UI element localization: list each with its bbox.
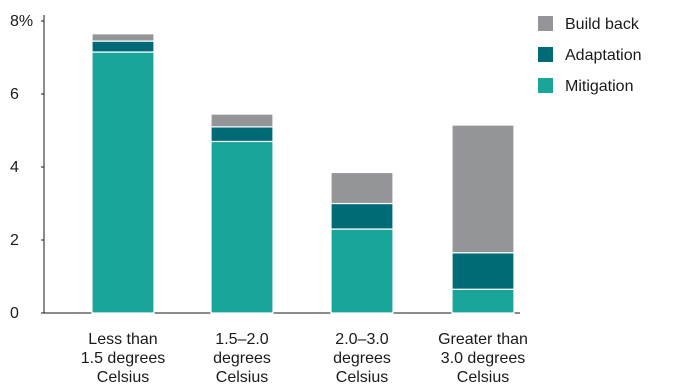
bar-segment <box>210 140 274 314</box>
bar-segment <box>330 202 394 230</box>
x-tick-label: degrees <box>333 350 391 367</box>
y-tick-label: 0 <box>10 305 19 322</box>
legend-label: Build back <box>565 16 640 33</box>
x-tick-label: 1.5–2.0 <box>215 331 268 348</box>
legend-label: Adaptation <box>565 47 642 64</box>
x-tick-label: Celsius <box>457 369 509 386</box>
x-tick-label: Celsius <box>216 369 268 386</box>
bars <box>91 33 515 314</box>
y-tick-label: 8% <box>10 13 33 30</box>
x-axis-labels: Less than 1.5 degrees Celsius 1.5–2.0 degree… <box>81 331 528 386</box>
x-tick-label: 1.5 degrees <box>81 350 166 367</box>
bar-segment <box>451 288 515 314</box>
bar-segment <box>91 40 155 53</box>
y-tick-label: 4 <box>10 159 19 176</box>
bar-segment <box>210 113 274 128</box>
legend-label: Mitigation <box>565 78 633 95</box>
bar-segment <box>210 126 274 143</box>
bar-segment <box>330 228 394 314</box>
x-tick-label: Celsius <box>97 369 149 386</box>
bar-segment <box>330 171 394 205</box>
x-tick-label: 2.0–3.0 <box>335 331 388 348</box>
legend-swatch <box>538 16 553 31</box>
x-tick-label: 3.0 degrees <box>441 350 526 367</box>
bar-segment <box>91 51 155 314</box>
legend: Build back Adaptation Mitigation <box>538 16 642 95</box>
x-tick-label: Less than <box>88 331 157 348</box>
legend-swatch <box>538 78 553 93</box>
x-tick-label: degrees <box>213 350 271 367</box>
bar-segment <box>451 124 515 254</box>
y-tick-label: 6 <box>10 86 19 103</box>
x-tick-label: Celsius <box>336 369 388 386</box>
x-tick-label: Greater than <box>438 331 528 348</box>
bar-segment <box>91 33 155 42</box>
bar-segment <box>451 252 515 290</box>
legend-swatch <box>538 47 553 62</box>
y-tick-label: 2 <box>10 232 19 249</box>
